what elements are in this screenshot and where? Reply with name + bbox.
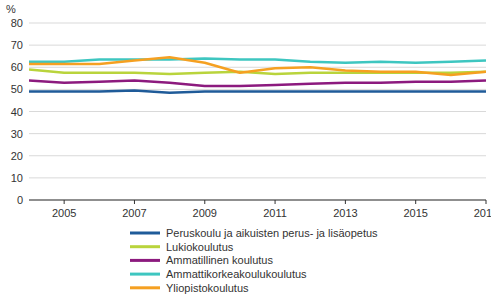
legend-swatch	[130, 245, 160, 248]
x-tick-label: 2013	[333, 207, 357, 219]
x-tick-label: 2015	[403, 207, 427, 219]
y-tick-label: 70	[11, 39, 23, 51]
grid-line	[29, 45, 486, 46]
legend-swatch	[130, 259, 160, 262]
chart: % 0 10 20 30 40 50 60 70 80 2005 2007 2009 2011 2013 20…	[0, 0, 491, 302]
x-tick-label: 2009	[193, 207, 217, 219]
x-tick	[275, 200, 276, 204]
legend-label: Peruskoulu ja aikuisten perus- ja lisäop…	[166, 227, 378, 239]
y-tick-label: 60	[11, 61, 23, 73]
x-tick-label: 2017	[474, 207, 491, 219]
legend-label: Yliopistokoulutus	[166, 282, 249, 294]
grid-line	[29, 155, 486, 156]
x-tick-label: 2005	[52, 207, 76, 219]
grid-line	[29, 177, 486, 178]
y-label: %	[6, 3, 16, 15]
y-tick-label: 50	[11, 83, 23, 95]
legend-label: Ammattikorkeakoulukoulutus	[166, 268, 307, 280]
x-tick	[345, 200, 346, 204]
series-line	[29, 81, 486, 87]
grid-line	[29, 89, 486, 90]
legend-swatch	[130, 273, 160, 276]
legend-swatch	[130, 286, 160, 289]
series-line	[29, 90, 486, 92]
series-line	[29, 57, 486, 75]
x-tick-label: 2011	[263, 207, 287, 219]
y-tick-label: 40	[11, 106, 23, 118]
y-tick-label: 80	[11, 17, 23, 29]
x-tick	[134, 200, 135, 204]
y-tick-label: 20	[11, 150, 23, 162]
legend-label: Lukiokoulutus	[166, 241, 234, 253]
x-tick	[486, 200, 487, 204]
y-tick-label: 10	[11, 172, 23, 184]
x-tick	[204, 200, 205, 204]
grid-line	[29, 67, 486, 68]
grid-line	[29, 111, 486, 112]
legend-label: Ammatillinen koulutus	[166, 254, 273, 266]
x-tick	[64, 200, 65, 204]
grid-line	[29, 200, 486, 201]
y-tick-label: 0	[17, 194, 23, 206]
x-tick-label: 2007	[122, 207, 146, 219]
plot-area	[29, 57, 486, 92]
grid-line	[29, 133, 486, 134]
x-tick	[415, 200, 416, 204]
legend-swatch	[130, 232, 160, 235]
series-line	[29, 58, 486, 62]
y-tick-label: 30	[11, 128, 23, 140]
x-axis	[29, 200, 486, 201]
grid-line	[29, 23, 486, 24]
